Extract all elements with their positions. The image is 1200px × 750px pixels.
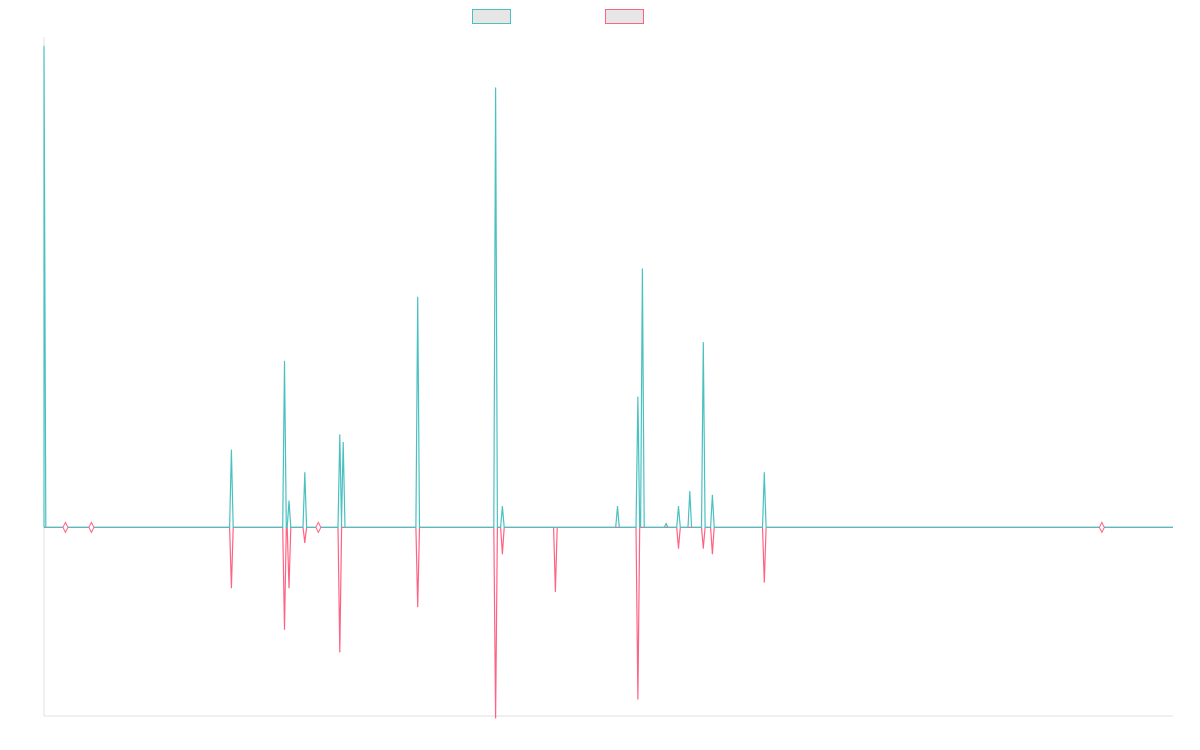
data-point-series-1-12 xyxy=(641,268,643,270)
data-point-series-2-4 xyxy=(339,651,341,653)
data-point-series-1-15 xyxy=(689,490,691,493)
data-point-series-2-2 xyxy=(288,587,290,589)
series-line-1 xyxy=(43,46,1174,529)
data-point-series-1-13 xyxy=(665,523,667,525)
data-point-series-2-0 xyxy=(230,587,233,589)
series-line-2 xyxy=(43,526,1174,718)
data-point-series-1-11 xyxy=(637,396,639,398)
data-point-series-1-2 xyxy=(283,360,286,363)
data-point-series-1-4 xyxy=(304,472,306,474)
data-point-series-2-7 xyxy=(501,553,503,555)
baseline-marker-2 xyxy=(315,521,322,534)
data-point-series-2-6 xyxy=(495,717,497,719)
baseline-marker-0 xyxy=(62,521,69,534)
data-point-series-2-12 xyxy=(711,553,713,555)
data-point-series-1-9 xyxy=(501,506,503,508)
baseline-marker-1 xyxy=(88,521,95,534)
data-point-series-1-1 xyxy=(230,449,233,451)
data-point-series-2-11 xyxy=(702,547,704,549)
data-point-series-2-10 xyxy=(677,547,680,549)
data-point-series-1-18 xyxy=(763,472,765,474)
data-point-series-1-0 xyxy=(43,45,45,48)
data-point-series-1-5 xyxy=(339,434,341,436)
data-point-series-2-9 xyxy=(637,698,639,700)
data-point-series-1-17 xyxy=(711,494,713,496)
data-point-series-1-14 xyxy=(677,506,680,508)
data-point-series-2-3 xyxy=(304,541,306,544)
legend xyxy=(0,9,1200,27)
data-point-series-1-8 xyxy=(495,87,497,89)
data-point-series-1-3 xyxy=(288,500,290,502)
data-point-series-2-1 xyxy=(283,628,286,630)
data-point-series-2-8 xyxy=(554,590,557,593)
data-point-series-1-7 xyxy=(417,296,419,298)
data-point-series-2-13 xyxy=(763,581,765,583)
data-point-series-2-5 xyxy=(417,606,419,608)
data-point-series-1-6 xyxy=(342,441,344,444)
legend-swatch-series-2[interactable] xyxy=(605,9,644,24)
data-point-series-1-10 xyxy=(616,506,619,508)
data-point-series-1-16 xyxy=(702,341,704,344)
legend-swatch-series-1[interactable] xyxy=(472,9,511,24)
baseline-marker-3 xyxy=(1098,521,1105,534)
